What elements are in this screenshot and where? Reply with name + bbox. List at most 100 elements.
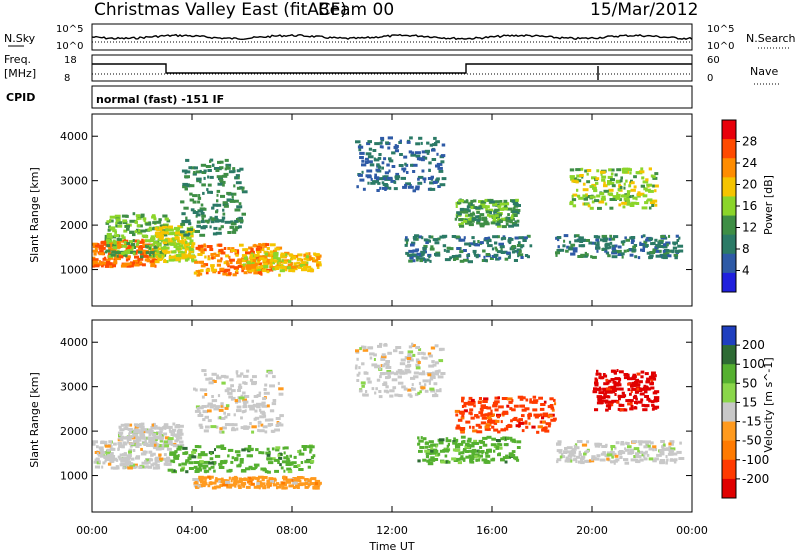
heatmap-cell bbox=[132, 239, 135, 242]
heatmap-cell bbox=[659, 460, 665, 464]
heatmap-cell bbox=[368, 147, 373, 151]
heatmap-cell bbox=[227, 413, 231, 417]
heatmap-cell bbox=[387, 373, 390, 377]
heatmap-cell bbox=[175, 434, 179, 438]
heatmap-cell bbox=[100, 241, 104, 245]
heatmap-cell bbox=[673, 460, 677, 464]
heatmap-cell bbox=[587, 204, 591, 208]
heatmap-cell bbox=[670, 447, 676, 451]
heatmap-cell bbox=[631, 387, 637, 391]
heatmap-cell bbox=[551, 408, 555, 412]
heatmap-cell bbox=[289, 454, 292, 458]
heatmap-cell bbox=[627, 382, 631, 386]
heatmap-cell bbox=[222, 203, 229, 207]
heatmap-cell bbox=[127, 423, 133, 427]
heatmap-cell bbox=[407, 350, 414, 354]
heatmap-cell bbox=[104, 458, 111, 462]
heatmap-cell bbox=[420, 250, 426, 254]
heatmap-cell bbox=[614, 454, 619, 458]
heatmap-cell bbox=[581, 175, 584, 179]
heatmap-cell bbox=[282, 475, 286, 479]
heatmap-cell bbox=[254, 409, 258, 413]
heatmap-cell bbox=[132, 252, 136, 256]
colorbar-tick-label: -15 bbox=[742, 415, 762, 429]
heatmap-cell bbox=[635, 454, 641, 458]
heatmap-cell bbox=[497, 213, 502, 217]
heatmap-cell bbox=[469, 204, 475, 208]
heatmap-cell bbox=[617, 253, 624, 256]
heatmap-cell bbox=[104, 440, 108, 444]
heatmap-cell bbox=[415, 366, 421, 370]
heatmap-cell bbox=[652, 377, 657, 381]
heatmap-cell bbox=[508, 241, 512, 245]
heatmap-cell bbox=[430, 446, 434, 450]
heatmap-cell bbox=[123, 452, 127, 456]
heatmap-cell bbox=[604, 390, 609, 393]
heatmap-cell bbox=[304, 482, 309, 485]
heatmap-cell bbox=[417, 181, 423, 185]
heatmap-cell bbox=[167, 225, 173, 229]
heatmap-cell bbox=[141, 238, 144, 242]
heatmap-cell bbox=[262, 476, 268, 479]
heatmap-cell bbox=[612, 198, 617, 201]
heatmap-cell bbox=[124, 459, 128, 463]
heatmap-cell bbox=[640, 370, 645, 374]
heatmap-cell bbox=[244, 254, 248, 258]
heatmap-cell bbox=[98, 246, 102, 250]
heatmap-cell bbox=[461, 414, 465, 418]
heatmap-cell bbox=[234, 176, 239, 180]
heatmap-cell bbox=[570, 177, 575, 181]
heatmap-cell bbox=[106, 232, 112, 236]
heatmap-cell bbox=[233, 184, 236, 188]
heatmap-cell bbox=[278, 392, 284, 396]
heatmap-cell bbox=[234, 219, 239, 223]
heatmap-cell bbox=[140, 229, 146, 233]
heatmap-cell bbox=[460, 435, 466, 439]
heatmap-cell bbox=[230, 222, 237, 226]
heatmap-cell bbox=[428, 239, 431, 243]
heatmap-cell bbox=[222, 483, 228, 487]
heatmap-cell bbox=[491, 437, 496, 441]
heatmap-cell bbox=[516, 446, 521, 449]
heatmap-cell bbox=[355, 140, 361, 144]
heatmap-cell bbox=[247, 476, 252, 480]
heatmap-cell bbox=[656, 453, 662, 457]
heatmap-cell bbox=[617, 407, 621, 411]
heatmap-cell bbox=[253, 404, 257, 408]
heatmap-cell bbox=[150, 244, 152, 248]
heatmap-cell bbox=[586, 253, 589, 257]
heatmap-cell bbox=[645, 188, 651, 192]
heatmap-cell bbox=[508, 452, 514, 456]
heatmap-cell bbox=[642, 244, 648, 248]
heatmap-cell bbox=[437, 237, 441, 241]
heatmap-cell bbox=[113, 261, 118, 265]
heatmap-cell bbox=[125, 262, 131, 266]
heatmap-cell bbox=[625, 238, 630, 242]
heatmap-cell bbox=[157, 247, 162, 251]
heatmap-cell bbox=[219, 267, 225, 271]
heatmap-cell bbox=[629, 171, 632, 175]
heatmap-cell bbox=[470, 416, 475, 420]
heatmap-cell bbox=[422, 156, 428, 160]
heatmap-cell bbox=[166, 219, 171, 223]
heatmap-cell bbox=[194, 409, 201, 413]
heatmap-cell bbox=[604, 249, 608, 253]
colorbar-segment bbox=[722, 364, 736, 384]
heatmap-cell bbox=[401, 385, 406, 389]
heatmap-cell bbox=[596, 169, 600, 173]
heatmap-cell bbox=[470, 206, 474, 210]
heatmap-cell bbox=[281, 259, 284, 263]
heatmap-cell bbox=[203, 476, 207, 480]
heatmap-cell bbox=[594, 381, 598, 385]
heatmap-cell bbox=[134, 246, 136, 249]
heatmap-cell bbox=[611, 184, 616, 188]
heatmap-cell bbox=[404, 243, 408, 247]
heatmap-cell bbox=[387, 351, 392, 355]
heatmap-cell bbox=[192, 448, 198, 452]
heatmap-cell bbox=[289, 257, 294, 261]
heatmap-cell bbox=[266, 470, 271, 474]
heatmap-cell bbox=[445, 439, 452, 443]
heatmap-cell bbox=[606, 457, 610, 461]
heatmap-cell bbox=[517, 254, 520, 258]
heatmap-cell bbox=[189, 242, 194, 245]
